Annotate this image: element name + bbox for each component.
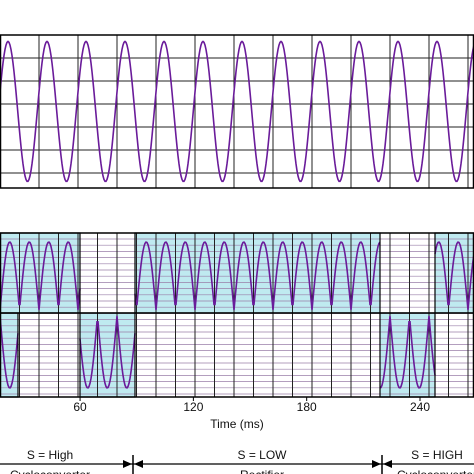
source-wave [0,40,474,183]
shade [80,313,135,397]
output-wave [0,315,19,389]
mode-sublabel: Cycloconverter [10,468,90,474]
x-tick-label: 120 [183,400,203,414]
x-tick-label: 180 [297,400,317,414]
mode-sublabel: Cycloconverter [397,468,474,474]
output-wave [434,241,474,311]
arrow-head [383,460,392,468]
x-tick-label: 60 [73,400,87,414]
mode-label: S = LOW [237,448,287,462]
arrow-head [134,460,143,468]
mode-sublabel: Rectifier [240,468,284,474]
x-axis-label: Time (ms) [210,417,264,431]
arrow-head [123,460,132,468]
mode-label: S = HIGH [411,448,463,462]
output-wave [79,315,136,389]
output-wave [0,241,81,311]
output-wave [134,241,381,311]
mode-label: S = High [27,448,73,462]
output-wave [379,315,436,389]
arrow-head [372,460,381,468]
x-tick-label: 240 [410,400,430,414]
